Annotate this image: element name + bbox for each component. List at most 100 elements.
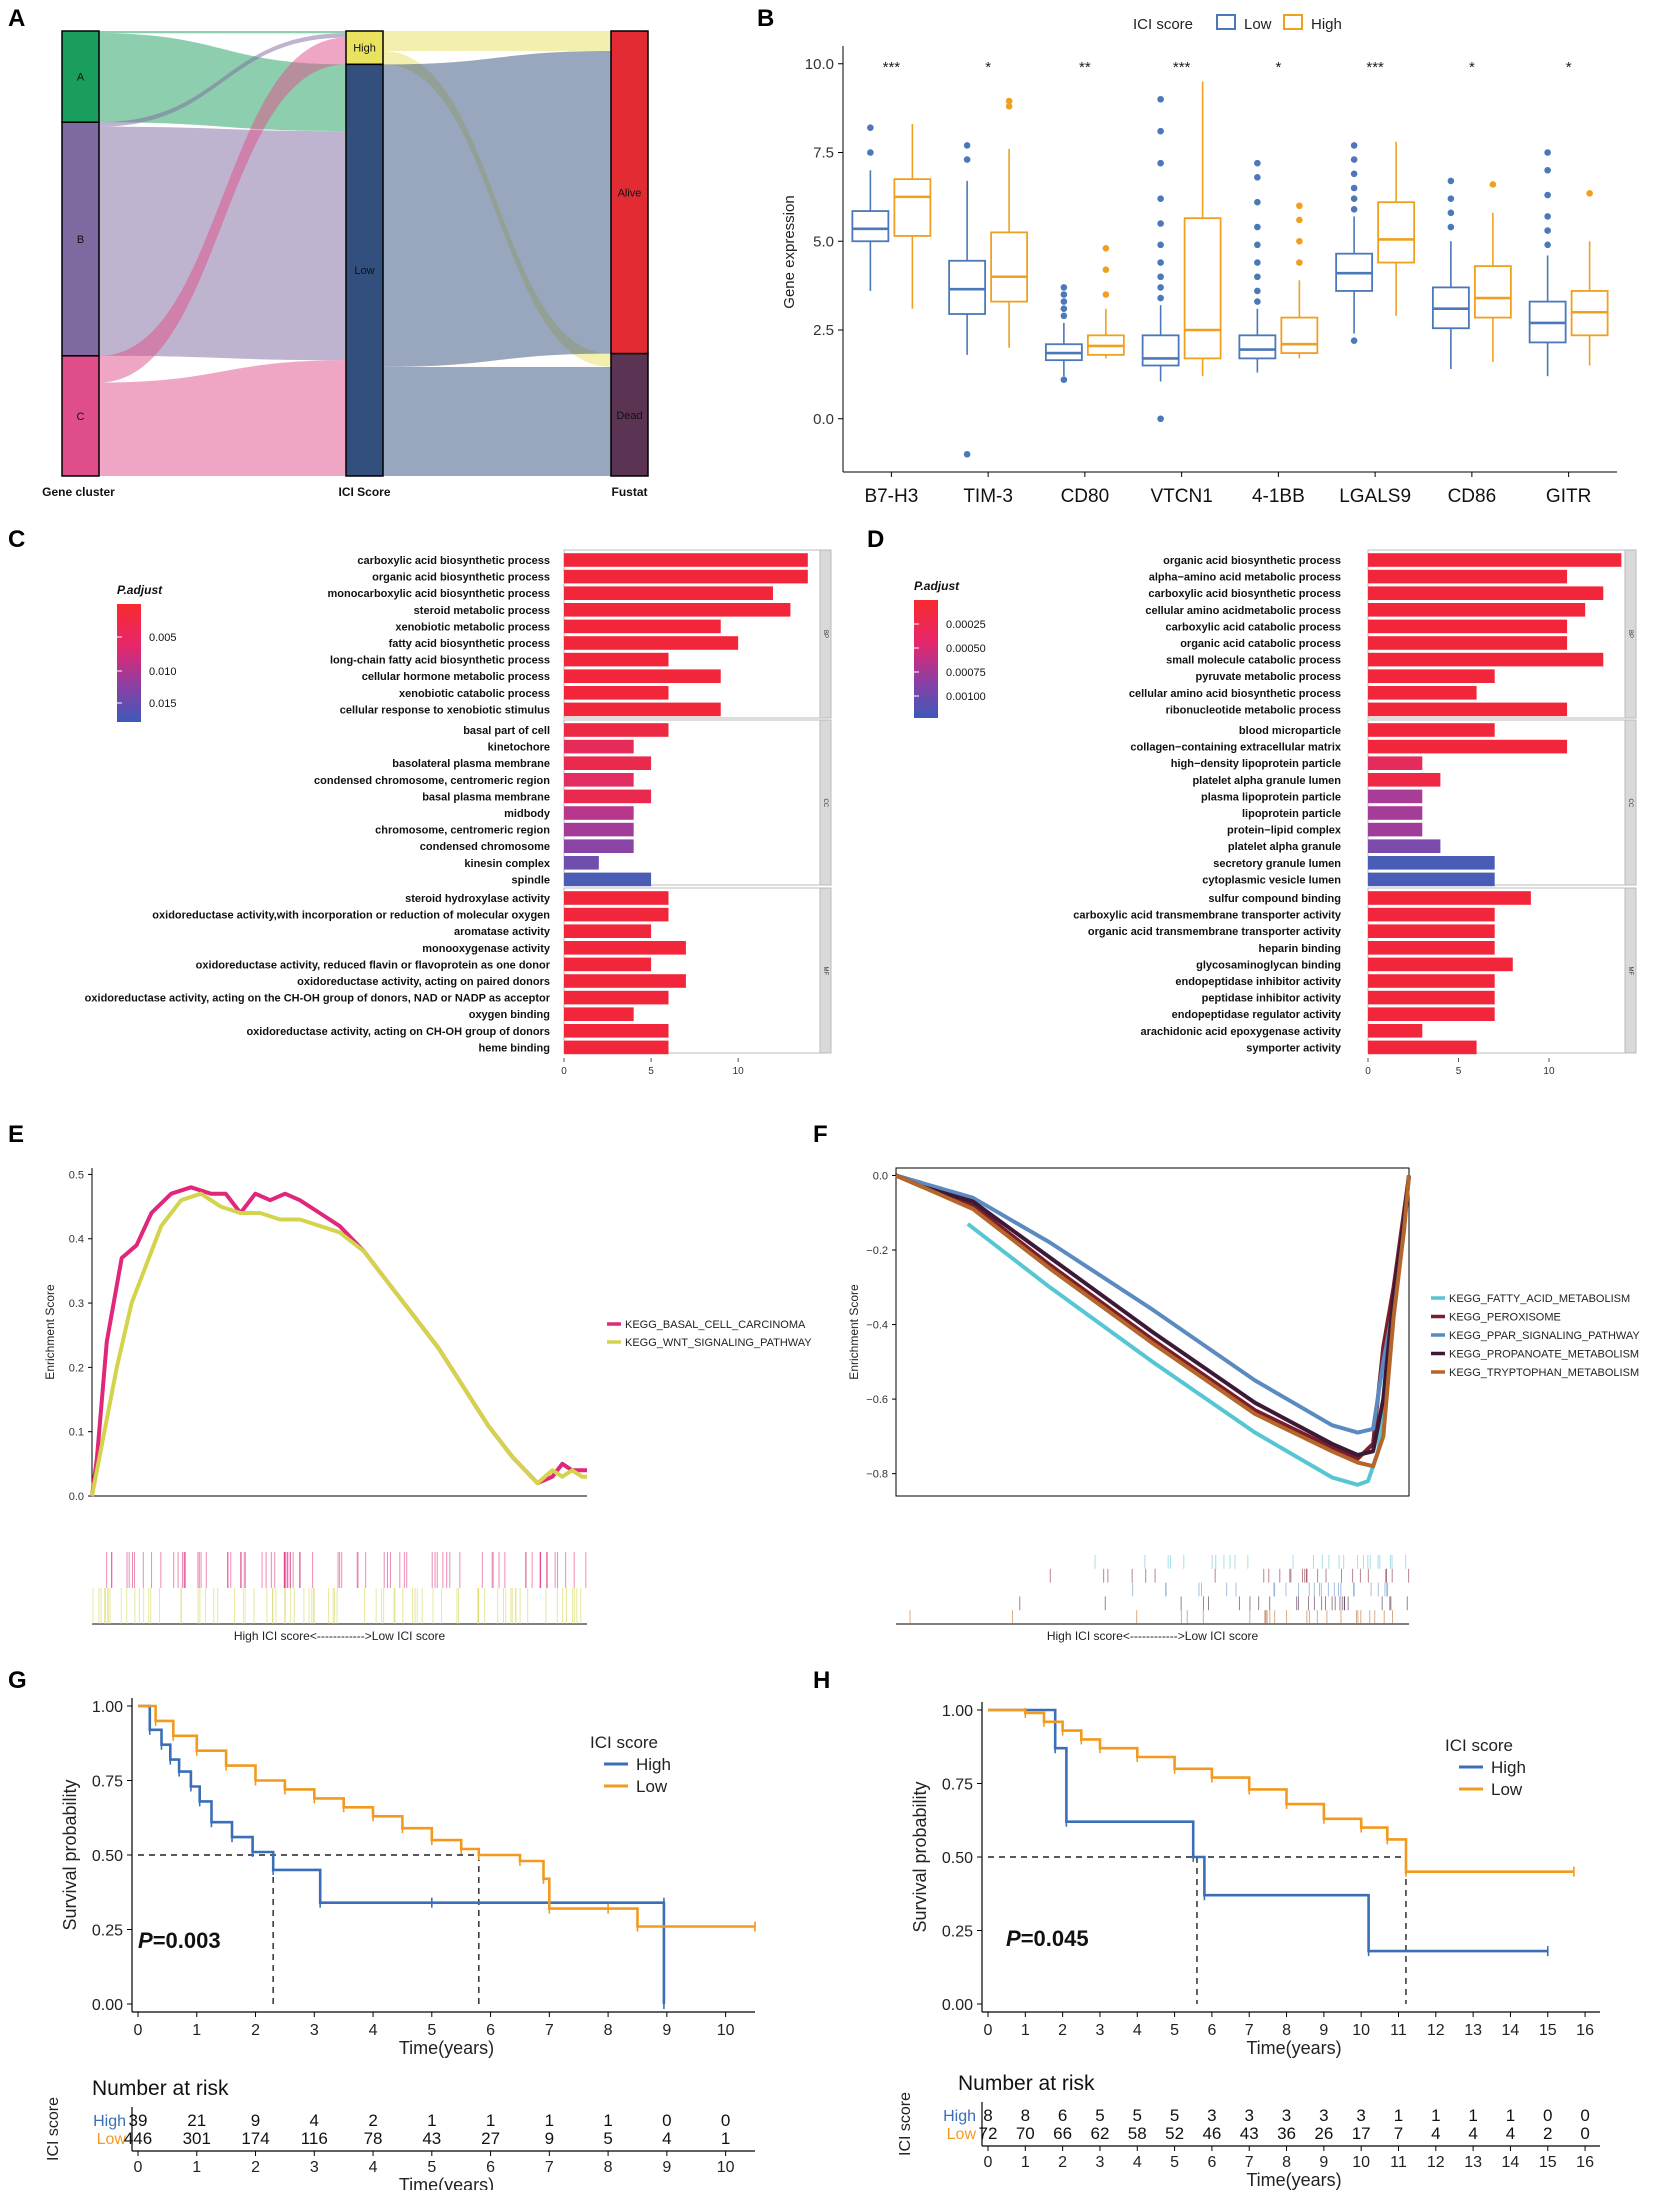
- outlier-vtcn1-low-2: [1157, 273, 1164, 281]
- sankey-node-label-high: High: [353, 43, 376, 55]
- panel-letter-f: F: [813, 1121, 828, 1148]
- outlier-cd80-high-2: [1102, 245, 1110, 252]
- go-term-label-c-1-6: chromosome, centromeric region: [375, 825, 550, 837]
- go-barplot-d: BP organic acid biosynthetic process alpha…: [914, 549, 1637, 1077]
- risk-count-h-high-13: 1: [1468, 2106, 1477, 2125]
- km-legend-label-h-low: Low: [1491, 1780, 1523, 1799]
- gsea-y-tick-label-f-1: −0.2: [866, 1245, 888, 1257]
- km-y-axis-label-g: Survival probability: [60, 1779, 80, 1930]
- outlier-cd86-low-3: [1447, 177, 1455, 185]
- sankey-node-label-alive: Alive: [618, 187, 642, 199]
- legend-low-label: Low: [1244, 16, 1272, 33]
- km-x-tick-label-h-5: 5: [1170, 2022, 1179, 2039]
- risk-count-h-low-4: 58: [1128, 2124, 1147, 2143]
- go-barplot-c: BP carboxylic acid biosynthetic process or…: [85, 549, 832, 1077]
- go-term-label-c-1-0: basal part of cell: [463, 725, 550, 737]
- gsea-y-tick-label-f-3: −0.6: [866, 1394, 888, 1406]
- risk-count-g-low-9: 4: [662, 2129, 671, 2148]
- go-bar-c-2-3: [564, 941, 686, 955]
- outlier-cd80-low-4: [1060, 284, 1068, 291]
- go-term-label-c-2-5: oxidoreductase activity, acting on paire…: [297, 976, 550, 988]
- go-x-tick-label-d-0: 0: [1365, 1066, 1371, 1077]
- km-x-tick-label-g-8: 8: [604, 2022, 613, 2039]
- risk-x-tick-label-h-15: 15: [1539, 2154, 1557, 2171]
- km-x-tick-label-g-2: 2: [251, 2022, 260, 2039]
- legend-low-swatch: [1216, 14, 1236, 30]
- go-term-label-d-1-3: platelet alpha granule lumen: [1192, 775, 1341, 787]
- gsea-y-tick-label-e-0: 0.0: [69, 1491, 84, 1503]
- go-bar-c-0-7: [564, 669, 721, 683]
- km-p-number-g: =0.003: [153, 1928, 221, 1953]
- panel-letter-c: C: [8, 526, 25, 553]
- colorbar-tick-label-d-0: 0.00025: [946, 619, 986, 631]
- outlier-vtcn1-low-1: [1157, 284, 1164, 291]
- significance-tim-3: *: [985, 59, 991, 76]
- panel-letter-d: D: [867, 526, 884, 553]
- km-y-tick-label-g-1: 0.25: [92, 1923, 123, 1940]
- outlier-cd80-high-1: [1102, 266, 1110, 273]
- outlier-4-1bb-high-2: [1296, 216, 1303, 224]
- go-bar-c-1-3: [564, 773, 634, 787]
- facet-strip-label-mf: MF: [1627, 967, 1633, 976]
- gene-label-cd86: CD86: [1448, 486, 1497, 507]
- sankey-flow-1: [99, 33, 346, 132]
- panel-letter-b: B: [757, 5, 774, 32]
- significance-vtcn1: ***: [1173, 59, 1191, 76]
- km-legend-title-g: ICI score: [590, 1733, 658, 1752]
- km-y-tick-label-h-4: 1.00: [942, 1703, 973, 1720]
- go-bar-c-0-4: [564, 619, 721, 634]
- go-term-label-d-1-5: lipoprotein particle: [1242, 808, 1341, 820]
- risk-count-h-high-11: 1: [1394, 2106, 1403, 2125]
- km-x-tick-label-h-10: 10: [1352, 2022, 1370, 2039]
- outlier-4-1bb-high-1: [1296, 237, 1303, 245]
- go-term-label-c-0-1: organic acid biosynthetic process: [372, 572, 550, 584]
- facet-strip-label-bp: BP: [822, 630, 828, 638]
- km-x-tick-label-h-4: 4: [1133, 2022, 1142, 2039]
- outlier-gitr-low-2: [1544, 213, 1551, 220]
- go-bar-d-2-6: [1368, 990, 1495, 1005]
- km-x-tick-label-g-6: 6: [486, 2022, 495, 2039]
- go-term-label-c-0-6: long-chain fatty acid biosynthetic proce…: [330, 655, 550, 667]
- risk-x-tick-label-g-1: 1: [192, 2159, 201, 2176]
- go-term-label-d-2-4: glycosaminoglycan binding: [1196, 959, 1341, 971]
- outlier-tim-3-low-0: [963, 156, 971, 163]
- risk-strata-label-h-low: Low: [947, 2126, 977, 2143]
- sankey-node-label-low: Low: [354, 265, 374, 277]
- survival-panel-h: 0.000.250.500.751.000 1 2 3 4 5 6 7 8 9 10 11 12 13 14…: [897, 1702, 1600, 2190]
- go-term-label-d-1-7: platelet alpha granule: [1228, 841, 1341, 853]
- outlier-gitr-low-0: [1544, 241, 1551, 249]
- risk-count-g-low-2: 174: [241, 2129, 269, 2148]
- outlier-gitr-low-4: [1544, 166, 1551, 174]
- risk-x-tick-label-g-7: 7: [545, 2159, 554, 2176]
- gsea-y-tick-label-e-5: 0.5: [69, 1169, 84, 1181]
- km-x-tick-label-g-3: 3: [310, 2022, 319, 2039]
- km-p-number-h: =0.045: [1021, 1926, 1089, 1951]
- gene-label-lgals9: LGALS9: [1339, 486, 1411, 507]
- km-x-tick-label-g-1: 1: [192, 2022, 201, 2039]
- outlier-vtcn1-low-7: [1157, 159, 1164, 167]
- go-term-label-d-2-2: organic acid transmembrane transporter a…: [1088, 926, 1342, 938]
- significance-cd86: *: [1469, 59, 1475, 76]
- go-term-label-d-0-9: ribonucleotide metabolic process: [1166, 704, 1341, 716]
- go-bar-c-1-7: [564, 839, 634, 853]
- outlier-vtcn1-low-10: [1157, 415, 1164, 423]
- facet-strip-label-cc: CC: [1627, 799, 1633, 808]
- risk-count-g-high-10: 0: [721, 2111, 730, 2130]
- outlier-lgals9-low-2: [1350, 184, 1358, 192]
- outlier-tim-3-low-1: [963, 142, 971, 149]
- km-y-tick-label-g-0: 0.00: [92, 1997, 123, 2014]
- go-bar-c-0-0: [564, 553, 808, 567]
- risk-count-g-high-8: 1: [603, 2111, 612, 2130]
- km-legend-label-g-high: High: [636, 1755, 671, 1774]
- go-term-label-c-0-4: xenobiotic metabolic process: [395, 621, 550, 633]
- go-term-label-c-0-2: monocarboxylic acid biosynthetic process: [327, 588, 550, 600]
- risk-x-tick-label-g-2: 2: [251, 2159, 260, 2176]
- box-vtcn1-high: [1183, 217, 1222, 360]
- gsea-y-axis-label-e: Enrichment Score: [43, 1284, 57, 1380]
- risk-count-g-high-3: 4: [310, 2111, 319, 2130]
- go-bar-d-1-6: [1368, 822, 1423, 837]
- go-term-label-c-0-0: carboxylic acid biosynthetic process: [357, 555, 550, 567]
- go-bar-c-2-4: [564, 957, 652, 972]
- km-x-tick-label-g-7: 7: [545, 2022, 554, 2039]
- outlier-cd86-low-1: [1447, 209, 1455, 217]
